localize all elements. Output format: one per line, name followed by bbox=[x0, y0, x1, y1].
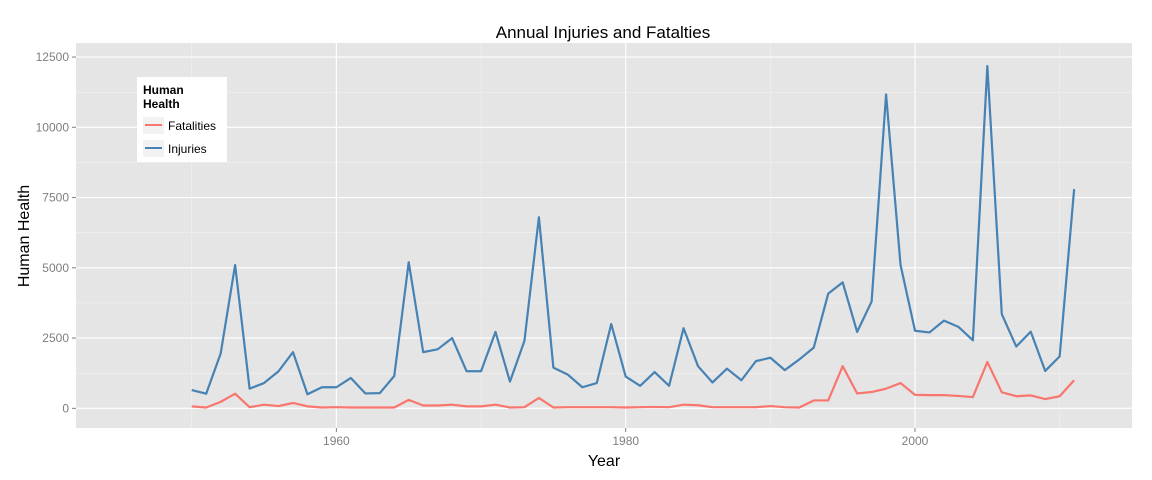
plot-panel bbox=[76, 43, 1132, 428]
series-lines bbox=[191, 64, 1076, 409]
x-tick-label: 1980 bbox=[612, 434, 639, 448]
legend-label-injuries: Injuries bbox=[168, 142, 207, 156]
y-axis-title: Human Health bbox=[16, 185, 33, 287]
x-tick-label: 1960 bbox=[323, 434, 350, 448]
axis-ticks: 0 2500 5000 7500 10000 12500 1960 1980 2000 bbox=[36, 50, 929, 448]
x-tick-label: 2000 bbox=[902, 434, 929, 448]
legend-label-fatalities: Fatalities bbox=[168, 119, 216, 133]
y-tick-label: 12500 bbox=[36, 50, 70, 64]
y-tick-label: 5000 bbox=[42, 261, 69, 275]
series-line-fatalities bbox=[191, 360, 1075, 409]
y-tick-label: 2500 bbox=[42, 331, 69, 345]
x-axis-title: Year bbox=[588, 453, 621, 470]
y-tick-label: 0 bbox=[62, 401, 69, 415]
y-tick-label: 10000 bbox=[36, 120, 70, 134]
legend-title-line2: Health bbox=[143, 97, 180, 111]
legend-title-line1: Human bbox=[143, 83, 184, 97]
chart-title: Annual Injuries and Fatalties bbox=[496, 23, 711, 42]
series-line-injuries bbox=[191, 64, 1076, 396]
legend: Human Health Fatalities Injuries bbox=[137, 77, 227, 162]
y-tick-label: 7500 bbox=[42, 191, 69, 205]
grid-major bbox=[76, 43, 1132, 428]
